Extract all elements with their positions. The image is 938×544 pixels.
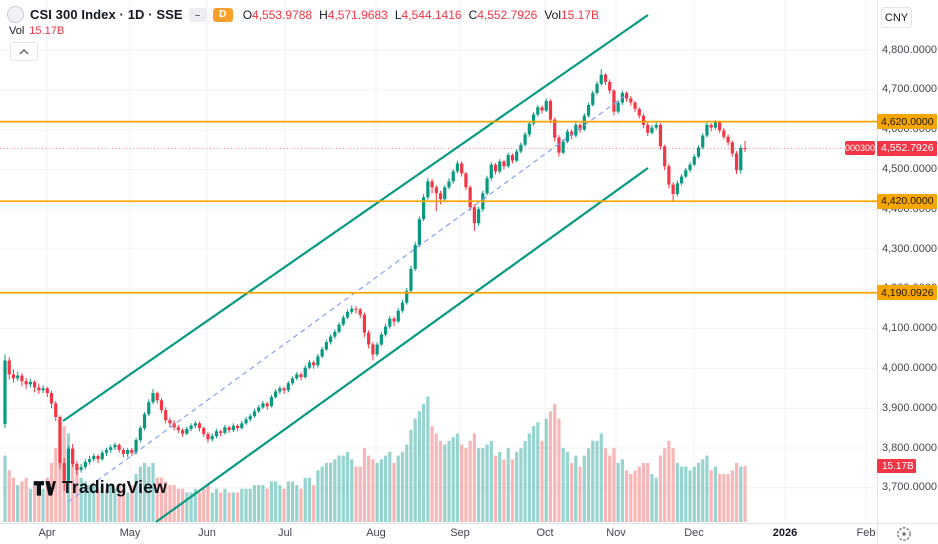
parallel-channel-drawing <box>62 14 649 523</box>
candles <box>3 69 747 491</box>
horizontal-level-lines <box>0 120 877 294</box>
volume-legend[interactable]: Vol 15.17B <box>9 25 65 37</box>
current-price-label: 4,552.7926 <box>877 140 937 156</box>
price-tick-label: 3,800.0000 <box>882 441 938 454</box>
volume-value-label: 15.17B <box>877 459 916 474</box>
currency-button[interactable]: CNY <box>881 7 912 28</box>
axis-settings-gear-icon[interactable] <box>896 526 912 544</box>
time-tick-label: Nov <box>606 527 626 539</box>
volume-histogram <box>3 396 747 522</box>
tradingview-watermark: TradingView <box>33 477 167 498</box>
symbol-legend: CSI 300 Index · 1D · SSE – D O4,553.9788… <box>7 6 599 23</box>
time-tick-label: Apr <box>38 527 56 539</box>
price-tick-label: 4,700.0000 <box>882 83 938 96</box>
ohlc-values: O4,553.9788 H4,571.9683 L4,544.1416 C4,5… <box>243 8 599 22</box>
collapse-legend-button[interactable] <box>10 42 38 61</box>
time-tick-label: Jun <box>198 527 216 539</box>
volume-value: Vol15.17B <box>544 7 600 22</box>
time-axis-divider <box>0 523 938 524</box>
price-tick-label: 3,700.0000 <box>882 481 938 494</box>
price-tick-label: 4,500.0000 <box>882 162 938 175</box>
price-tick-label: 3,900.0000 <box>882 401 938 414</box>
high-value: H4,571.9683 <box>319 7 388 22</box>
price-tick-label: 4,000.0000 <box>882 361 938 374</box>
time-tick-label: Feb <box>856 527 876 539</box>
close-value: C4,552.7926 <box>468 7 538 22</box>
level-price-label: 4,190.0926 <box>877 285 937 301</box>
level-price-label: 4,620.0000 <box>877 114 937 130</box>
minimize-chip[interactable]: – <box>188 7 207 22</box>
symbol-logo-icon <box>7 6 24 23</box>
time-tick-label: Sep <box>450 527 470 539</box>
symbol-title[interactable]: CSI 300 Index · 1D · SSE <box>30 7 183 22</box>
time-tick-label: May <box>119 527 141 539</box>
time-tick-label: Dec <box>684 527 704 539</box>
interval-badge[interactable]: D <box>212 7 233 22</box>
time-tick-label: Jul <box>277 527 293 539</box>
low-value: L4,544.1416 <box>394 7 462 22</box>
open-value: O4,553.9788 <box>242 7 313 22</box>
tradingview-logo-icon <box>33 481 56 496</box>
chevron-up-icon <box>19 48 29 54</box>
grid-lines <box>0 0 877 523</box>
price-axis-divider <box>877 0 878 544</box>
symbol-code-badge: 000300 <box>844 141 876 156</box>
time-tick-label: 2026 <box>772 527 798 539</box>
price-tick-label: 4,300.0000 <box>882 242 938 255</box>
time-tick-label: Aug <box>366 527 386 539</box>
price-tick-label: 4,800.0000 <box>882 43 938 56</box>
level-price-label: 4,420.0000 <box>877 193 937 209</box>
watermark-text: TradingView <box>62 477 167 497</box>
price-tick-label: 4,100.0000 <box>882 322 938 335</box>
time-tick-label: Oct <box>536 527 554 539</box>
